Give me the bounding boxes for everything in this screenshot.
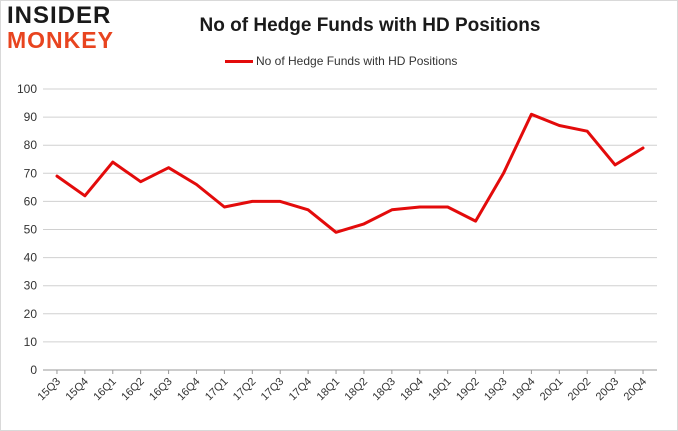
data-point [279,200,282,203]
y-tick-label: 80 [24,138,38,152]
y-tick-label: 40 [24,251,38,265]
x-tick-label: 16Q1 [91,376,119,404]
chart-legend: No of Hedge Funds with HD Positions [225,54,457,68]
x-tick-label: 20Q3 [594,376,622,404]
legend-label: No of Hedge Funds with HD Positions [256,54,458,68]
series-line [55,112,645,234]
x-tick-label: 20Q2 [566,376,594,404]
data-point [111,160,114,164]
x-tick-label: 18Q2 [343,376,371,404]
x-tick-label: 15Q4 [63,376,91,404]
data-point [139,180,142,183]
y-tick-label: 50 [24,223,38,237]
data-point [446,205,449,209]
y-tick-label: 30 [24,279,38,293]
data-point [167,166,170,169]
x-tick-label: 20Q4 [622,376,650,404]
data-point [502,172,505,175]
x-tick-label: 17Q2 [231,376,259,404]
y-tick-label: 90 [24,110,38,124]
x-tick-label: 16Q2 [119,376,147,404]
data-point [306,208,310,212]
x-tick-label: 17Q4 [287,376,315,404]
data-point [613,163,617,167]
x-tick-label: 19Q3 [482,376,510,404]
y-tick-label: 10 [24,335,38,349]
data-point [251,200,254,203]
insider-monkey-logo: INSIDER MONKEY [7,4,127,52]
x-tick-label: 19Q4 [510,376,538,404]
data-point [195,183,198,186]
data-point [474,219,477,223]
y-tick-label: 100 [17,82,37,96]
x-tick-label: 20Q1 [538,376,566,404]
data-point [641,146,645,150]
y-tick-label: 20 [24,307,38,321]
data-point [586,129,589,133]
logo-line-2: MONKEY [7,27,114,53]
y-tick-label: 60 [24,194,38,208]
x-tick-label: 18Q3 [370,376,398,404]
x-tick-label: 19Q2 [454,376,482,404]
chart-title: No of Hedge Funds with HD Positions [199,15,541,36]
data-point [55,174,59,178]
data-point [390,208,394,212]
x-tick-label: 18Q4 [398,376,426,404]
data-point [418,205,421,209]
data-point [530,113,533,116]
x-tick-label: 17Q1 [203,376,231,404]
data-point [334,231,338,234]
x-tick-label: 16Q3 [147,376,175,404]
x-tick-label: 17Q3 [259,376,287,404]
data-point [362,222,366,226]
x-tick-label: 16Q4 [175,376,203,404]
data-point [223,205,226,209]
x-tick-label: 19Q1 [426,376,454,404]
y-tick-label: 70 [24,166,38,180]
x-tick-label: 18Q1 [315,376,343,404]
data-point [83,194,87,197]
legend-swatch [225,59,253,63]
x-tick-label: 15Q3 [36,376,64,404]
logo-line-1: INSIDER [7,2,112,29]
data-point [558,124,561,127]
y-tick-label: 0 [30,363,37,377]
